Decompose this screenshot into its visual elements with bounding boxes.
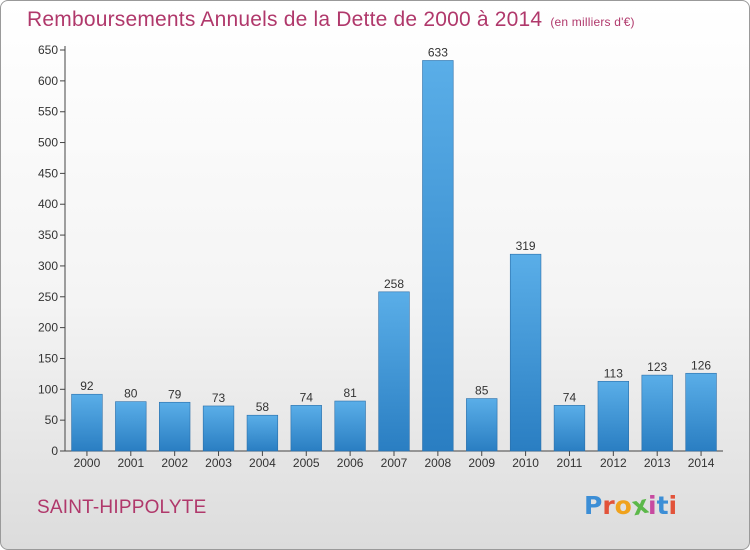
chart-unit-label: (en milliers d'€) <box>550 15 635 29</box>
bar-2005 <box>290 405 322 452</box>
chart-title: Remboursements Annuels de la Dette de 20… <box>27 8 635 32</box>
y-tick-label: 650 <box>38 43 58 57</box>
data-label-2009: 85 <box>475 384 489 398</box>
x-tick-label-2005: 2005 <box>293 456 320 470</box>
x-tick-label-2007: 2007 <box>381 456 408 470</box>
y-tick-label: 100 <box>38 382 58 396</box>
data-label-2011: 74 <box>563 390 577 404</box>
data-label-2012: 113 <box>604 366 623 380</box>
data-label-2005: 74 <box>300 390 314 404</box>
bar-2001 <box>115 401 147 452</box>
data-label-2010: 319 <box>516 239 536 253</box>
bar-2006 <box>334 400 366 452</box>
x-tick-label-2004: 2004 <box>249 456 276 470</box>
x-tick-label-2014: 2014 <box>688 456 715 470</box>
y-tick-label: 300 <box>38 259 58 273</box>
data-label-2004: 58 <box>256 400 270 414</box>
data-label-2001: 80 <box>124 387 138 401</box>
logo-letter: t <box>656 491 669 520</box>
logo-letter: i <box>648 491 657 520</box>
y-tick-label: 350 <box>38 228 58 242</box>
x-tick-label-2006: 2006 <box>337 456 364 470</box>
y-tick-label: 450 <box>38 166 58 180</box>
bar-2013 <box>641 374 673 452</box>
x-tick-label-2013: 2013 <box>644 456 671 470</box>
bar-2000 <box>71 393 103 452</box>
data-label-2007: 258 <box>384 277 404 291</box>
x-tick-label-2003: 2003 <box>205 456 232 470</box>
data-label-2003: 73 <box>212 391 226 405</box>
y-tick-label: 50 <box>45 413 59 427</box>
bar-2014 <box>685 372 717 452</box>
bar-2008 <box>422 60 454 452</box>
proxiti-logo: Proxiti <box>584 490 678 522</box>
x-tick-label-2012: 2012 <box>600 456 627 470</box>
data-label-2006: 81 <box>343 386 357 400</box>
y-tick-label: 250 <box>38 290 58 304</box>
x-tick-label-2008: 2008 <box>425 456 452 470</box>
y-tick-label: 600 <box>38 74 58 88</box>
y-tick-label: 150 <box>38 351 58 365</box>
data-label-2013: 123 <box>647 360 667 374</box>
logo-letter: P <box>584 491 603 520</box>
x-tick-label-2000: 2000 <box>74 456 101 470</box>
bar-2003 <box>202 405 235 452</box>
bar-2010 <box>509 253 542 452</box>
bar-2004 <box>246 414 279 452</box>
data-label-2000: 92 <box>80 379 94 393</box>
x-tick-label-2002: 2002 <box>161 456 188 470</box>
data-label-2014: 126 <box>691 358 711 372</box>
data-label-2008: 633 <box>428 45 448 59</box>
logo-letter: i <box>668 491 678 520</box>
chart-data-labels: 92 80 79 73 58 74 81 258 633 85 319 74 113 123 126 <box>80 45 711 414</box>
logo-letter: r <box>602 491 615 520</box>
bar-2012 <box>597 380 629 452</box>
chart-title-text: Remboursements Annuels de la Dette de 20… <box>27 8 543 31</box>
x-tick-label-2001: 2001 <box>117 456 144 470</box>
y-tick-label: 500 <box>38 136 58 150</box>
bar-2011 <box>553 405 586 452</box>
y-tick-label: 550 <box>38 105 58 119</box>
x-tick-label-2010: 2010 <box>512 456 539 470</box>
y-tick-label: 200 <box>38 321 58 335</box>
commune-name: SAINT-HIPPOLYTE <box>37 497 207 518</box>
x-tick-label-2011: 2011 <box>557 456 583 470</box>
chart-bars <box>71 60 717 452</box>
x-tick-label-2009: 2009 <box>468 456 495 470</box>
bar-2009 <box>466 398 498 452</box>
logo-letter: o <box>614 491 632 520</box>
data-label-2002: 79 <box>168 387 182 401</box>
bar-2007 <box>378 291 410 452</box>
y-tick-label: 400 <box>38 197 58 211</box>
y-tick-label: 0 <box>51 444 58 458</box>
bar-2002 <box>159 401 191 452</box>
